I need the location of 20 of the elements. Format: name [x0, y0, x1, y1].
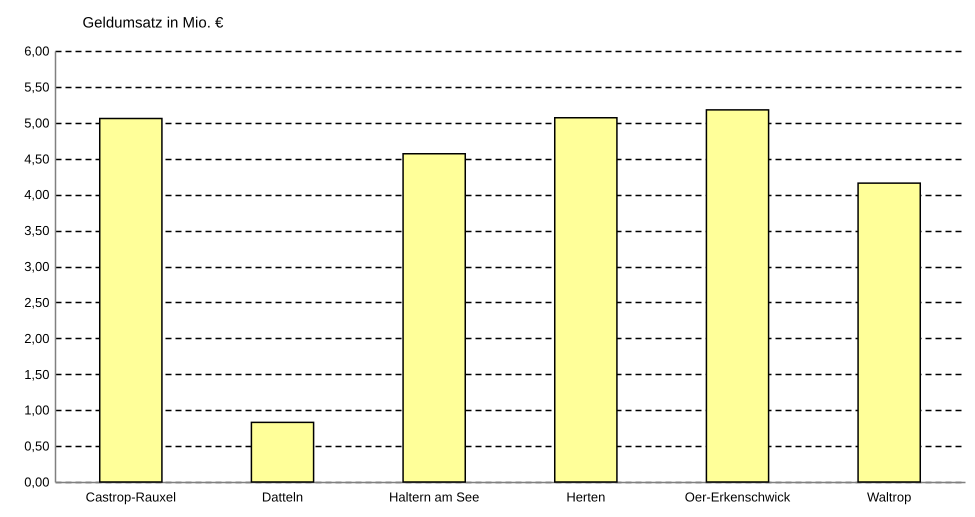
y-tick-label: 0,50	[24, 438, 50, 454]
y-tick-label: 5,00	[24, 115, 50, 130]
x-tick-label: Haltern am See	[389, 490, 480, 504]
y-tick-label: 6,00	[24, 44, 50, 58]
x-tick-label: Datteln	[262, 490, 304, 504]
y-tick-label: 4,00	[24, 187, 50, 202]
x-tick-label: Herten	[566, 490, 606, 504]
y-tick-label: 1,50	[24, 366, 50, 382]
y-tick-label: 2,00	[24, 330, 50, 346]
y-tick-label: 5,50	[24, 79, 50, 94]
y-tick-label: 4,50	[24, 151, 50, 166]
y-tick-label: 3,00	[24, 259, 50, 274]
x-tick-label: Castrop-Rauxel	[86, 490, 176, 504]
y-axis-title: Geldumsatz in Mio. €	[82, 14, 224, 32]
y-tick-label: 1,00	[24, 402, 50, 418]
x-tick-label: Waltrop	[867, 490, 912, 504]
y-tick-label: 3,50	[24, 223, 50, 238]
y-tick-label: 2,50	[24, 294, 50, 310]
x-tick-label: Oer-Erkenschwick	[684, 490, 791, 504]
y-tick-label: 0,00	[24, 474, 50, 490]
